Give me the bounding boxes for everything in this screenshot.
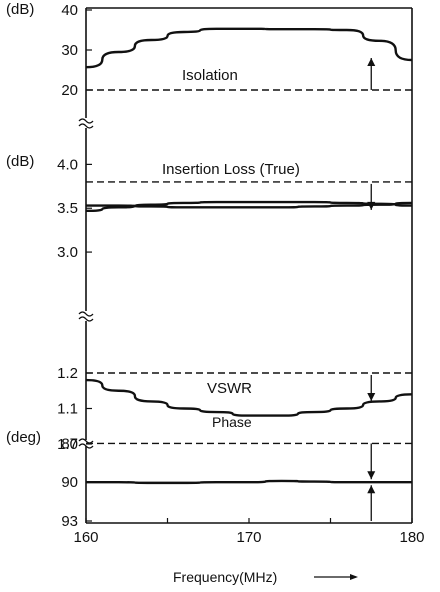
axis-break-mark [78,311,94,317]
axis-break-mark [78,123,94,129]
axis-break-mark [78,438,94,444]
vswr-series-line [85,378,413,417]
phase-y-tick-label: 87 [61,435,78,452]
axis-break-mark [78,443,94,449]
vswr-spec-arrowhead [367,393,376,401]
phase-spec-arrowhead [367,485,376,494]
insertion-loss-annotation: Insertion Loss (True) [162,161,300,178]
insertion-loss-series-line [85,200,413,213]
insertion-loss-y-tick-label: 3.0 [57,244,78,261]
x-tick-label-160: 160 [73,529,98,546]
isolation-series-line [85,27,413,69]
phase-annotation: Phase [212,414,252,430]
isolation-y-tick-label: 40 [61,2,78,19]
x-tick-label-180: 180 [399,529,424,546]
phase-y-tick-label: 93 [61,513,78,530]
insertion-loss-y-tick-label: 4.0 [57,156,78,173]
phase-series-line [85,479,412,485]
x-axis-label: Frequency(MHz) [173,569,277,585]
vswr-y-tick-label: 1.0 [57,436,78,453]
vswr-y-tick-label: 1.2 [57,365,78,382]
insertion-loss-unit-label: (dB) [6,153,34,170]
insertion-loss-y-tick-label: 3.5 [57,200,78,217]
chart-marks: 40 30 20 4.0 3.5 3.0 1.2 1.1 1.087 90 93 [57,2,413,530]
axis-break-mark [78,118,94,124]
phase-spec-arrowhead [367,471,376,480]
x-tick-label-170: 170 [236,529,261,546]
x-axis-label-arrowhead [350,574,358,580]
isolation-y-tick-label: 20 [61,82,78,99]
isolation-unit-label: (dB) [6,1,34,18]
vswr-y-tick-label: 1.1 [57,401,78,418]
isolation-y-tick-label: 30 [61,42,78,59]
phase-unit-label: (deg) [6,429,41,446]
isolation-spec-arrowhead [367,58,376,66]
plot-frame [78,7,413,524]
isolation-annotation: Isolation [182,67,238,84]
phase-y-tick-label: 90 [61,474,78,491]
vswr-annotation: VSWR [207,380,252,397]
axis-break-mark [78,316,94,322]
